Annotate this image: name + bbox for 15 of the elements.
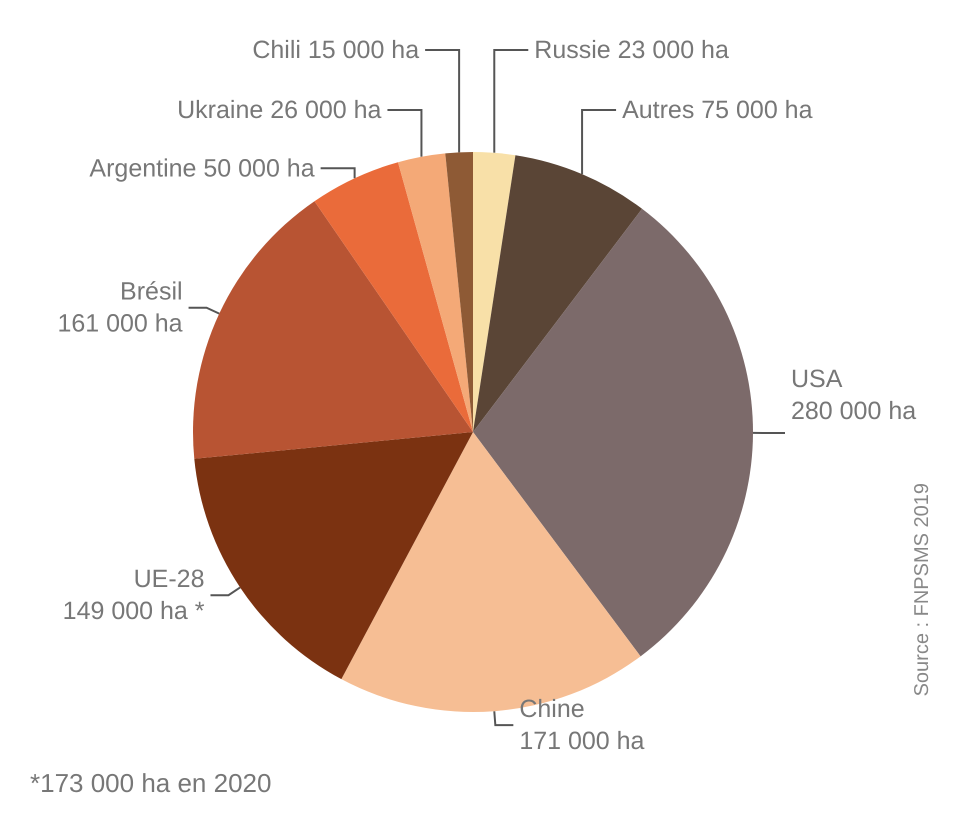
data-label: 280 000 ha bbox=[791, 396, 916, 425]
data-label: 161 000 ha bbox=[57, 310, 183, 338]
slice-label: Argentine 50 000 ha bbox=[89, 154, 315, 182]
data-label: 149 000 ha * bbox=[62, 597, 205, 626]
source-note: Source : FNPSMS 2019 bbox=[911, 482, 933, 696]
slice-label: Autres 75 000 ha bbox=[622, 96, 813, 124]
text: *173 000 ha en 2020 bbox=[30, 768, 272, 798]
slice-label: Brésil bbox=[120, 278, 183, 306]
slice-label: Chili 15 000 ha bbox=[252, 36, 420, 64]
data-label: 171 000 ha bbox=[519, 727, 645, 756]
slice-label: UE-28 bbox=[134, 565, 204, 594]
slice-label: Chine bbox=[519, 695, 585, 724]
slice-label: Ukraine 26 000 ha bbox=[177, 96, 382, 124]
slice-label: Russie 23 000 ha bbox=[534, 36, 729, 64]
slice-label: USA bbox=[791, 364, 843, 393]
